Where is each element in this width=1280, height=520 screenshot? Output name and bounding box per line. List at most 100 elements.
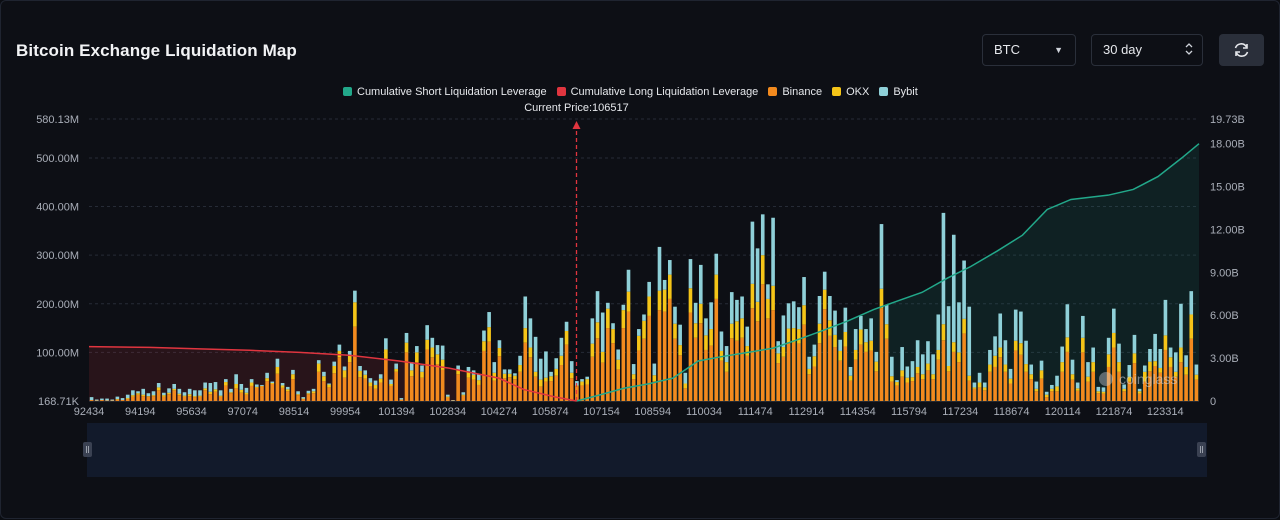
zoom-handle-left[interactable] [83, 442, 92, 457]
bar-binance [507, 377, 512, 401]
left-axis-tick-label: 580.13M [36, 114, 79, 126]
bar-binance [1065, 351, 1070, 401]
bar-bybit [409, 362, 414, 371]
coinglass-logo-icon [1099, 372, 1113, 386]
watermark-text: coinglass [1119, 371, 1177, 387]
bar-bybit [415, 346, 419, 353]
bar-okx [1168, 357, 1173, 367]
bar-binance [812, 366, 817, 401]
bar-bybit [626, 269, 631, 292]
bar-bybit [786, 303, 791, 329]
bar-bybit [693, 302, 698, 324]
bar-binance [461, 395, 466, 401]
right-axis-tick-label: 12.00B [1210, 224, 1245, 236]
legend-item-long[interactable]: Cumulative Long Liquidation Leverage [556, 86, 758, 98]
bar-okx [1086, 376, 1090, 382]
x-axis-tick-label: 105874 [532, 406, 569, 418]
short-cumulative-line [576, 143, 1200, 402]
bar-binance [1153, 366, 1157, 401]
bar-binance [1137, 393, 1142, 401]
bar-okx [941, 324, 946, 341]
bar-binance [311, 393, 316, 401]
bar-okx [595, 322, 600, 339]
bar-okx [900, 370, 904, 377]
bar-binance [1173, 376, 1178, 401]
bar-binance [1132, 363, 1137, 401]
bar-binance [926, 370, 930, 401]
bar-binance [766, 318, 770, 401]
bar-bybit [456, 365, 460, 371]
bar-binance [822, 309, 827, 401]
bar-bybit [466, 366, 471, 372]
bar-binance [781, 356, 786, 401]
range-select[interactable]: 30 day [1091, 34, 1203, 66]
bar-bybit [89, 397, 94, 401]
bar-bybit [440, 345, 445, 360]
bar-bybit [951, 234, 956, 343]
legend-item-binance[interactable]: Binance [768, 86, 822, 98]
bar-binance [249, 385, 254, 401]
legend-swatch-binance [768, 87, 778, 96]
left-axis-tick-label: 300.00M [36, 250, 79, 262]
bar-bybit [766, 284, 770, 299]
bar-bybit [105, 398, 109, 401]
bar-binance [760, 284, 765, 401]
right-axis-tick-label: 3.00B [1210, 353, 1239, 365]
short-cumulative-area [576, 143, 1199, 401]
refresh-button[interactable] [1219, 34, 1264, 66]
bar-okx [213, 389, 218, 392]
legend-item-okx[interactable]: OKX [832, 86, 869, 98]
bar-bybit [595, 291, 600, 323]
zoom-slider-track[interactable] [87, 423, 1207, 477]
legend-item-bybit[interactable]: Bybit [879, 86, 918, 98]
bar-binance [564, 344, 569, 401]
bar-binance [853, 359, 858, 401]
symbol-select[interactable]: BTC ▼ [982, 34, 1076, 66]
bar-bybit [399, 398, 404, 400]
bar-bybit [368, 378, 373, 383]
bar-binance [549, 381, 553, 401]
bar-okx [771, 285, 775, 311]
bar-okx [1173, 371, 1178, 377]
bar-binance [1194, 379, 1199, 401]
bar-okx [435, 354, 440, 365]
zoom-handle-right[interactable] [1197, 442, 1206, 457]
bar-binance [1168, 366, 1173, 401]
bar-binance [657, 310, 662, 401]
bar-bybit [1029, 364, 1034, 375]
bar-bybit [874, 351, 879, 362]
bar-okx [378, 378, 383, 383]
bar-okx [590, 343, 595, 357]
bar-bybit [1106, 337, 1111, 355]
legend-item-short[interactable]: Cumulative Short Liquidation Leverage [343, 86, 547, 98]
bar-okx [151, 395, 156, 397]
bar-bybit [1127, 365, 1132, 377]
bar-binance [729, 338, 734, 401]
bar-bybit [668, 260, 672, 275]
bar-okx [1060, 362, 1064, 372]
legend-label-short: Cumulative Short Liquidation Leverage [357, 86, 547, 98]
bar-bybit [1008, 368, 1013, 379]
bar-binance [1148, 371, 1152, 401]
right-axis-tick-label: 19.73B [1210, 114, 1245, 126]
bar-okx [951, 342, 956, 352]
bar-bybit [869, 318, 873, 341]
bar-binance [859, 344, 863, 401]
bar-bybit [698, 264, 703, 304]
bar-okx [1024, 364, 1028, 372]
bar-bybit [151, 391, 156, 396]
legend-swatch-bybit [879, 87, 889, 96]
bar-bybit [1137, 388, 1142, 392]
bar-binance [229, 393, 233, 401]
bar-binance [848, 380, 853, 401]
bar-okx [745, 346, 750, 356]
updown-icon [1185, 43, 1193, 55]
bar-binance [1055, 391, 1059, 401]
bar-binance [415, 362, 419, 401]
bar-okx [977, 382, 982, 388]
bar-binance [224, 385, 228, 401]
bar-binance [177, 395, 182, 401]
bar-bybit [962, 260, 966, 319]
x-axis-tick-label: 98514 [279, 406, 310, 418]
